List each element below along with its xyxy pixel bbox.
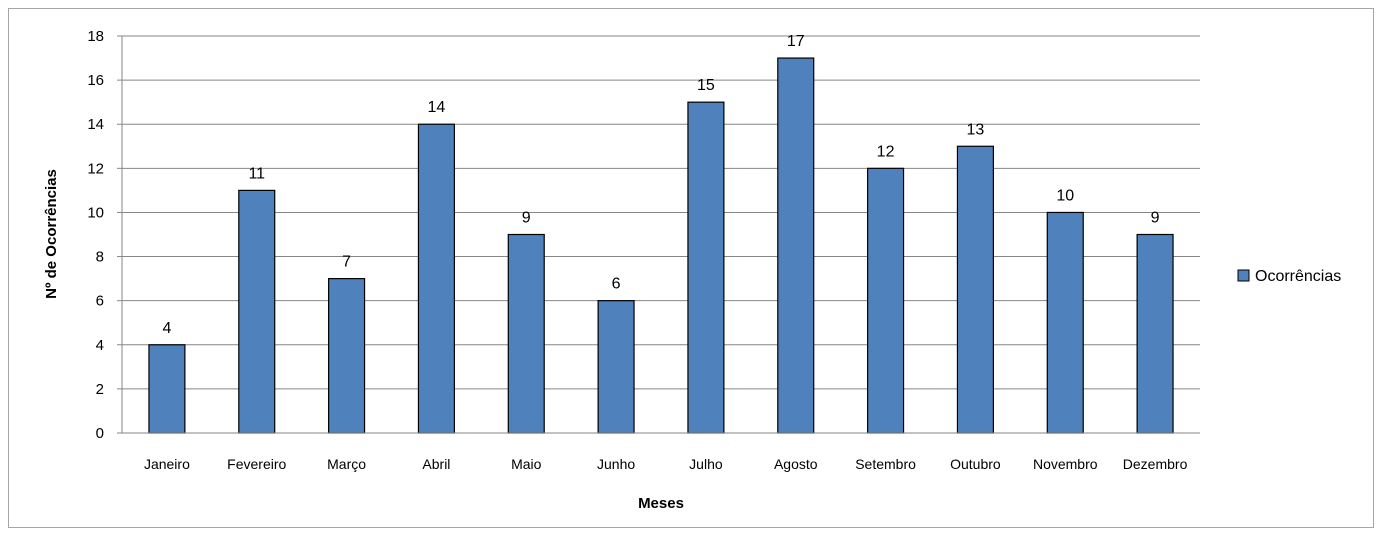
y-tick-label: 18 <box>87 28 104 45</box>
x-tick-label: Março <box>327 456 366 472</box>
x-axis-ticks: Janeiro Fevereiro Março Abril Maio Junho Julho… <box>144 456 1188 472</box>
data-label: 11 <box>248 165 265 182</box>
x-tick-label: Novembro <box>1033 456 1098 472</box>
x-tick-label: Maio <box>511 456 542 472</box>
y-tick-label: 16 <box>87 72 104 89</box>
data-label: 9 <box>1151 210 1160 227</box>
x-tick-label: Setembro <box>855 456 916 472</box>
bar-novembro <box>1046 211 1084 434</box>
bar-outubro <box>956 145 994 434</box>
data-label: 4 <box>162 320 171 337</box>
x-tick-label: Dezembro <box>1123 456 1188 472</box>
y-tick-label: 12 <box>87 160 104 177</box>
data-label: 6 <box>612 276 621 293</box>
data-label: 13 <box>967 121 985 138</box>
data-label: 12 <box>877 143 895 160</box>
y-tick-label: 6 <box>96 293 104 310</box>
y-axis-title: Nº de Ocorrências <box>43 169 60 299</box>
y-tick-label: 14 <box>87 116 104 133</box>
bar-dezembro <box>1136 233 1174 434</box>
x-tick-label: Abril <box>422 456 450 472</box>
bar-janeiro <box>148 344 186 434</box>
y-tick-label: 0 <box>96 425 104 442</box>
y-axis-ticks: 0 2 4 6 8 10 12 14 16 18 <box>87 28 122 442</box>
data-label: 15 <box>697 77 715 94</box>
y-tick-label: 4 <box>96 337 104 354</box>
gridlines <box>122 35 1200 390</box>
data-label: 7 <box>342 254 351 271</box>
y-tick-label: 8 <box>96 249 104 266</box>
bar-fevereiro <box>238 189 276 434</box>
x-tick-label: Janeiro <box>144 456 190 472</box>
x-tick-label: Junho <box>597 456 635 472</box>
x-tick-label: Fevereiro <box>227 456 286 472</box>
x-tick-label: Outubro <box>950 456 1001 472</box>
legend-label: Ocorrências <box>1255 268 1341 285</box>
bar-setembro <box>867 167 905 434</box>
bar-março <box>328 278 366 434</box>
y-tick-label: 10 <box>87 204 104 221</box>
bar-agosto <box>777 57 815 434</box>
x-tick-label: Julho <box>689 456 723 472</box>
bar-junho <box>597 300 635 434</box>
data-label: 10 <box>1056 187 1074 204</box>
data-label: 14 <box>428 99 446 116</box>
x-tick-label: Agosto <box>774 456 818 472</box>
data-labels: 4 11 7 14 9 6 15 17 12 13 10 9 <box>162 33 1159 337</box>
bar-julho <box>687 101 725 434</box>
data-label: 9 <box>522 210 531 227</box>
x-axis-title: Meses <box>638 495 684 512</box>
data-label: 17 <box>787 33 805 50</box>
y-tick-label: 2 <box>96 381 104 398</box>
bar-abril <box>417 123 455 434</box>
bar-maio <box>507 233 545 434</box>
legend: Ocorrências <box>1237 268 1341 285</box>
bars <box>148 57 1174 434</box>
legend-swatch <box>1237 269 1250 282</box>
